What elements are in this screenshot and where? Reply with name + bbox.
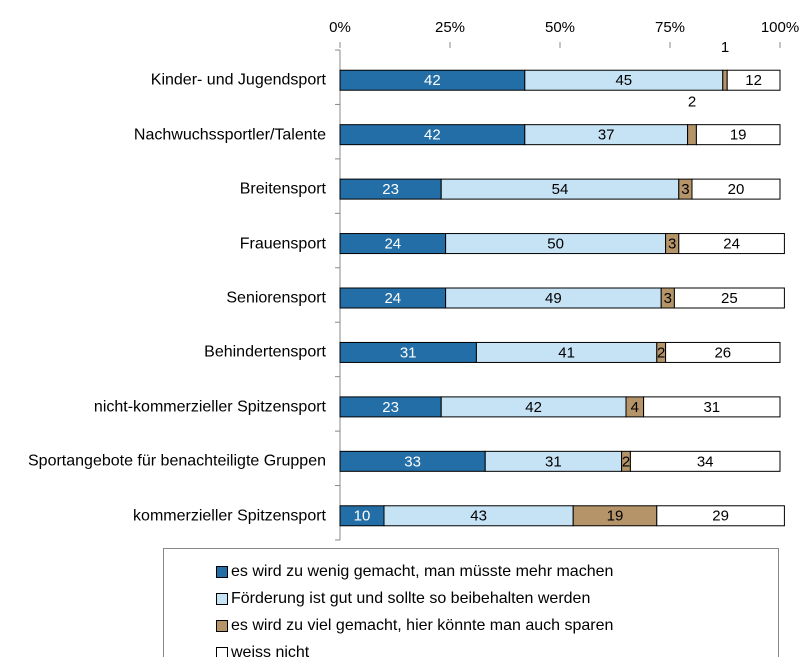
data-label: 37	[598, 127, 615, 144]
data-label: 24	[384, 236, 401, 253]
legend-label: weiss nicht	[231, 644, 310, 657]
legend-swatch	[216, 566, 228, 578]
x-tick-label: 100%	[761, 19, 799, 36]
category-label: Sportangebote für benachteiligte Gruppen	[28, 452, 326, 470]
data-label: 3	[668, 236, 676, 253]
bar-segment	[665, 341, 781, 363]
data-label: 3	[664, 290, 672, 307]
legend: es wird zu wenig gemacht, man müsste meh…	[163, 548, 779, 657]
data-label: 26	[714, 344, 731, 361]
data-label: 25	[721, 290, 738, 307]
data-label: 24	[723, 236, 740, 253]
category-label: Breitensport	[239, 180, 326, 198]
bar-segment	[687, 124, 697, 146]
data-label: 19	[730, 127, 747, 144]
data-label: 33	[404, 453, 421, 470]
legend-item: weiss nicht	[216, 644, 309, 657]
data-label: 23	[382, 181, 399, 198]
legend-swatch	[216, 647, 228, 657]
data-label: 31	[703, 399, 720, 416]
bar-segment	[629, 450, 781, 472]
bar-segment	[656, 505, 785, 527]
category-label: Kinder- und Jugendsport	[150, 71, 326, 89]
category-label: Seniorensport	[226, 289, 326, 307]
data-label: 31	[400, 344, 417, 361]
bar-segment	[695, 124, 781, 146]
bar-segment	[678, 233, 785, 255]
bar-segment	[691, 178, 781, 200]
legend-item: es wird zu wenig gemacht, man müsste meh…	[216, 563, 613, 581]
category-label: kommerzieller Spitzensport	[133, 507, 326, 525]
bar-segment	[726, 69, 781, 91]
bar-segment	[643, 396, 781, 418]
data-label: 4	[631, 399, 639, 416]
legend-swatch	[216, 620, 228, 632]
x-tick-label: 25%	[435, 19, 465, 36]
data-label: 23	[382, 399, 399, 416]
data-label: 12	[745, 72, 762, 89]
legend-label: Förderung ist gut und sollte so beibehal…	[231, 590, 591, 607]
data-label: 2	[657, 344, 665, 361]
data-label: 45	[615, 72, 632, 89]
legend-swatch	[216, 593, 228, 605]
data-label: 42	[424, 72, 441, 89]
data-label: 42	[424, 127, 441, 144]
x-tick-label: 75%	[655, 19, 685, 36]
data-label: 43	[470, 508, 487, 525]
bar-segment	[722, 69, 728, 91]
data-label: 19	[607, 508, 624, 525]
bar-segment	[673, 287, 785, 309]
data-label: 42	[525, 399, 542, 416]
data-label: 24	[384, 290, 401, 307]
data-label: 50	[547, 236, 564, 253]
data-label: 1	[721, 39, 729, 56]
category-label: nicht-kommerzieller Spitzensport	[93, 398, 326, 416]
data-label: 49	[545, 290, 562, 307]
category-label: Behindertensport	[204, 343, 326, 361]
legend-item: Förderung ist gut und sollte so beibehal…	[216, 590, 590, 608]
legend-item: es wird zu viel gemacht, hier könnte man…	[216, 617, 613, 635]
data-label: 29	[712, 508, 729, 525]
data-label: 10	[354, 508, 371, 525]
category-label: Frauensport	[239, 235, 326, 253]
data-label: 54	[552, 181, 569, 198]
data-label: 3	[681, 181, 689, 198]
legend-label: es wird zu viel gemacht, hier könnte man…	[231, 617, 614, 634]
data-label: 2	[688, 94, 696, 111]
data-label: 41	[558, 344, 575, 361]
x-tick-label: 50%	[545, 19, 575, 36]
data-label: 20	[728, 181, 745, 198]
data-label: 2	[622, 453, 630, 470]
legend-label: es wird zu wenig gemacht, man müsste meh…	[231, 563, 614, 580]
data-label: 31	[545, 453, 562, 470]
category-label: Nachwuchssportler/Talente	[133, 126, 326, 144]
x-tick-label: 0%	[329, 19, 351, 36]
data-label: 34	[697, 453, 714, 470]
